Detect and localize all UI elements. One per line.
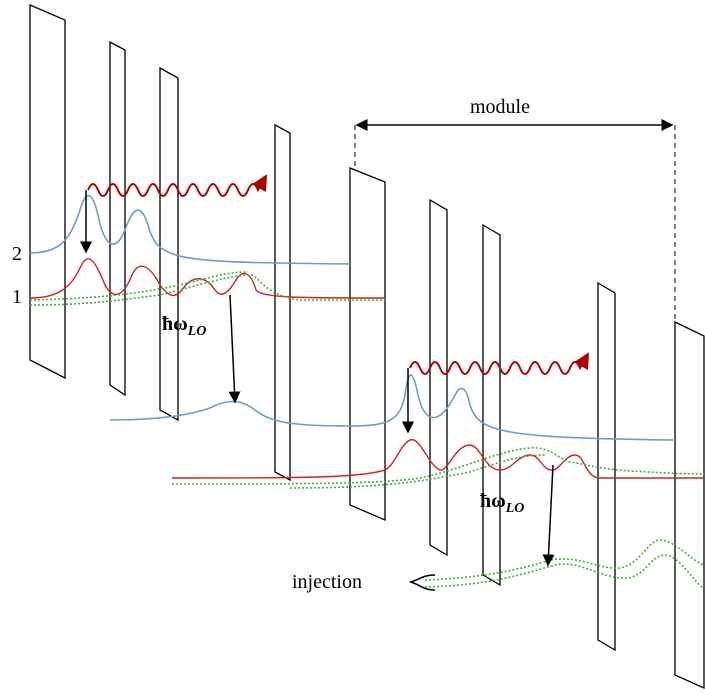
level-label: 2 [12,243,22,265]
injection-label: injection [292,571,362,593]
qcl-diagram: module 2 1 ħωLO ħωLO injection [0,0,705,693]
module-marker [355,125,675,322]
barriers [30,5,704,688]
injection-brace [410,575,435,590]
module-label: module [470,96,530,118]
level-label: 1 [12,286,22,308]
